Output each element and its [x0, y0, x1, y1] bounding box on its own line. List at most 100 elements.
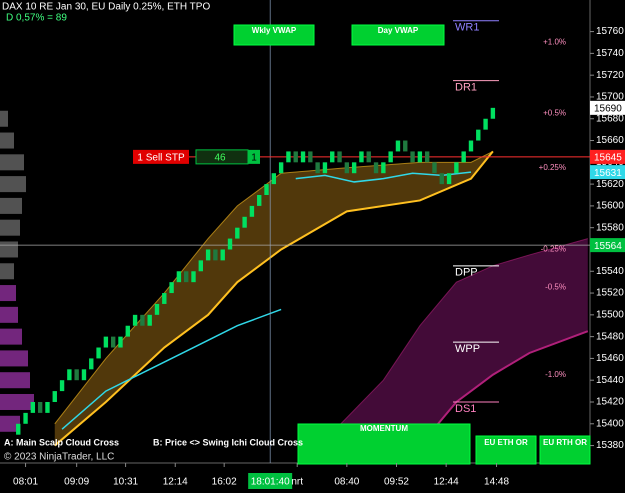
y-tick-label: 15420	[596, 397, 624, 408]
candle-body	[52, 391, 57, 402]
candle-body	[205, 249, 211, 261]
y-tick-label: 15540	[596, 266, 624, 277]
profile-bar	[0, 263, 14, 280]
price-marker-label: 15690	[594, 103, 622, 114]
candle-body	[249, 205, 255, 217]
candle-body	[176, 271, 182, 283]
percent-label: +0.25%	[539, 163, 566, 172]
profile-bar	[0, 415, 20, 432]
cloud	[324, 238, 588, 463]
y-tick-label: 15620	[596, 179, 624, 190]
y-tick-label: 15520	[596, 288, 624, 299]
line	[61, 308, 282, 430]
candle-body	[381, 162, 386, 174]
y-tick-label: 15740	[596, 48, 624, 59]
candle-body	[454, 162, 459, 174]
order-label: 1 Sell STP	[137, 153, 185, 164]
crosshair-label: 18:01:40	[251, 477, 290, 488]
candle-body	[154, 303, 160, 315]
cloud-edge	[54, 150, 494, 425]
profile-bar	[0, 176, 26, 193]
profile-bar	[0, 154, 24, 171]
profile-bar	[0, 241, 18, 258]
profile-bar	[0, 197, 22, 214]
candle-body	[74, 369, 79, 381]
x-tick-label: 14:48	[484, 477, 509, 488]
candle-body	[432, 162, 437, 174]
footer-text: A: Main Scalp Cloud Cross	[4, 437, 119, 447]
level-label: WPP	[455, 343, 480, 355]
button[interactable]	[539, 435, 591, 465]
price-marker-label: 15645	[594, 153, 622, 164]
level-label: DS1	[455, 403, 476, 415]
footer-text: © 2023 NinjaTrader, LLC	[4, 452, 114, 463]
button[interactable]	[475, 435, 537, 465]
candle-body	[293, 151, 298, 163]
candle-body	[439, 173, 444, 185]
percent-label: -0.5%	[545, 283, 566, 292]
order-box	[248, 149, 260, 164]
button[interactable]	[351, 24, 445, 46]
x-tick-label: 10:31	[113, 477, 138, 488]
candle-body	[162, 293, 167, 304]
price-marker-label: 15564	[594, 241, 622, 252]
candle-body	[286, 151, 291, 163]
candle-body	[278, 162, 284, 174]
candle-body	[242, 216, 247, 228]
candle-body	[96, 347, 101, 359]
candle-body	[147, 314, 152, 326]
candle-body	[89, 358, 94, 370]
button[interactable]	[233, 24, 315, 46]
price-marker	[590, 100, 625, 115]
candle-body	[23, 412, 28, 424]
candle-body	[308, 151, 313, 163]
candle-body	[359, 151, 364, 163]
candle-body	[315, 162, 320, 174]
candle-body	[257, 195, 262, 206]
candle-body	[468, 140, 474, 152]
button-label[interactable]: MOMENTUM	[360, 424, 408, 433]
chart-title: DAX 10 RE Jan 30, EU Daily 0.25%, ETH TP…	[2, 2, 210, 13]
x-tick-label: 12:44	[434, 477, 459, 488]
candle-body	[344, 162, 350, 174]
candle-body	[110, 336, 116, 348]
button-label[interactable]: Wkly VWAP	[252, 26, 297, 35]
x-tick-label: 16:02	[212, 477, 237, 488]
y-tick-label: 15720	[596, 70, 624, 81]
y-tick-label: 15500	[596, 309, 624, 320]
level-label: DPP	[455, 267, 478, 279]
candle-body	[132, 314, 138, 326]
order-count: 1	[251, 153, 257, 164]
cloud-edge	[54, 150, 494, 447]
candle-body	[395, 140, 401, 152]
button-label[interactable]: EU RTH OR	[543, 438, 587, 447]
profile-bar	[0, 393, 34, 410]
x-tick-label: 12:14	[163, 477, 188, 488]
button-label[interactable]: EU ETH OR	[484, 438, 528, 447]
percent-label: -1.0%	[545, 370, 566, 379]
candle-body	[446, 173, 452, 185]
button-label[interactable]: Day VWAP	[378, 26, 419, 35]
candle-body	[227, 238, 233, 250]
candle-body	[213, 249, 218, 261]
candle-body	[235, 227, 240, 239]
candle-body	[373, 162, 379, 174]
profile-bar	[0, 219, 20, 236]
x-tick-label: 08:01	[13, 477, 38, 488]
profile-bar	[0, 285, 16, 302]
x-tick-label: 08:40	[334, 477, 359, 488]
y-tick-label: 15480	[596, 331, 624, 342]
y-tick-label: 15660	[596, 135, 624, 146]
percent-label: -0.25%	[541, 245, 566, 254]
button[interactable]	[297, 423, 471, 465]
price-marker	[590, 165, 625, 180]
candle-body	[351, 162, 357, 174]
candle-body	[271, 173, 277, 185]
candle-body	[30, 401, 36, 413]
candle-body	[366, 151, 371, 163]
candle-body	[424, 151, 430, 163]
profile-bar	[0, 110, 8, 127]
profile-bar	[0, 306, 18, 323]
candle-body	[476, 129, 481, 141]
